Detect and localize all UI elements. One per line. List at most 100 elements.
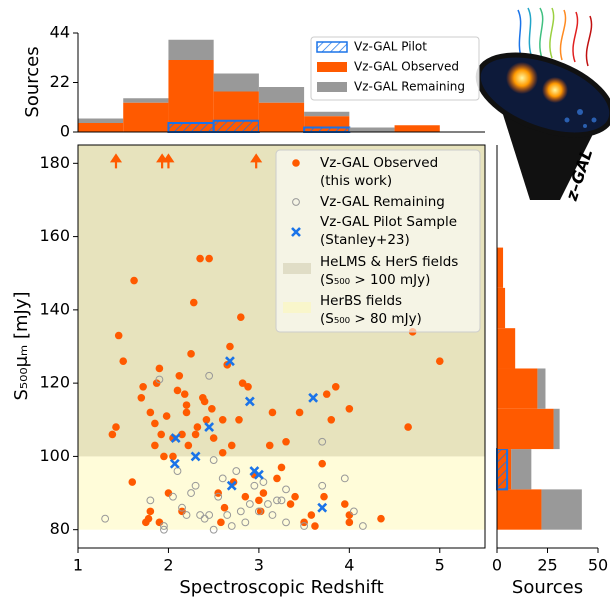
legend-label: HerBS fields <box>320 293 402 309</box>
y-tick-label: 22 <box>50 72 70 91</box>
y-tick-label: 100 <box>39 446 70 465</box>
point <box>155 375 164 384</box>
point <box>404 423 412 431</box>
point <box>300 522 309 530</box>
point <box>327 415 336 424</box>
point <box>169 452 177 461</box>
x-tick-label: 25 <box>537 556 557 575</box>
bar <box>496 448 509 491</box>
legend-label: (S₅₀₀ > 80 mJy) <box>320 311 422 327</box>
point <box>331 383 340 391</box>
legend-swatch <box>317 62 347 72</box>
bar <box>349 127 395 132</box>
point <box>200 397 209 406</box>
point <box>155 518 164 527</box>
point <box>218 448 227 457</box>
point <box>108 430 117 439</box>
upper-limit-arrow <box>156 153 169 169</box>
legend-marker <box>291 227 301 237</box>
y-axis-label: S₅₀₀μₘ [mJy] <box>11 291 32 400</box>
legend-box <box>310 36 480 101</box>
bar <box>497 247 504 288</box>
point <box>169 458 180 469</box>
point <box>349 507 358 516</box>
point <box>317 502 328 513</box>
point <box>180 390 189 398</box>
point <box>160 452 168 461</box>
bar <box>511 449 532 490</box>
y-tick-label: 180 <box>39 153 70 172</box>
point <box>169 492 177 501</box>
bar <box>258 102 305 132</box>
legend-label: Vz-GAL Remaining <box>354 80 465 94</box>
point <box>214 492 223 501</box>
y-axis-label: Sources <box>22 46 43 117</box>
legend-swatch <box>283 302 311 313</box>
legend-label: Vz-GAL Remaining <box>320 194 445 210</box>
point <box>144 514 153 523</box>
bar <box>497 408 554 450</box>
point <box>268 511 277 519</box>
plot-frame <box>77 144 486 549</box>
bar <box>537 368 546 409</box>
legend-swatch <box>316 41 348 53</box>
point <box>268 408 277 417</box>
bar <box>497 368 538 409</box>
point <box>277 463 286 472</box>
point <box>193 423 202 431</box>
bar <box>304 111 350 117</box>
x-tick-label: 3 <box>254 556 264 575</box>
x-tick-label: 1 <box>73 556 83 575</box>
point <box>205 371 214 380</box>
point <box>226 480 237 491</box>
bar <box>78 123 124 132</box>
point <box>377 514 385 523</box>
point <box>273 474 281 483</box>
point <box>209 456 218 464</box>
point <box>220 503 229 512</box>
legend-label: Vz-GAL Observed <box>354 60 459 74</box>
legend-marker <box>292 198 300 206</box>
point <box>114 331 123 340</box>
point <box>250 481 259 490</box>
bar <box>213 73 259 92</box>
bar <box>167 122 215 133</box>
point <box>226 342 234 351</box>
point <box>146 496 155 505</box>
point <box>191 481 200 490</box>
point <box>318 437 327 446</box>
point <box>318 481 327 490</box>
point <box>286 500 295 508</box>
point <box>253 469 264 480</box>
point <box>345 511 354 519</box>
bar <box>168 39 214 60</box>
point <box>277 496 286 505</box>
x-tick-label: 4 <box>344 556 354 575</box>
point <box>182 511 191 519</box>
x-tick-label: 50 <box>588 556 608 575</box>
bar <box>541 489 582 530</box>
point <box>282 485 290 494</box>
point <box>209 525 218 534</box>
point <box>202 415 211 424</box>
point <box>152 379 161 387</box>
point <box>204 422 215 433</box>
point <box>187 350 195 358</box>
y-tick-label: 160 <box>39 226 70 245</box>
point <box>235 415 243 424</box>
bar <box>123 102 169 132</box>
point <box>184 441 193 450</box>
point <box>170 433 181 444</box>
point <box>295 408 304 417</box>
point <box>264 500 272 508</box>
point <box>236 507 245 516</box>
bar <box>212 119 260 133</box>
legend-marker <box>292 159 300 167</box>
point <box>227 441 236 450</box>
bar <box>497 328 516 369</box>
point <box>182 408 191 417</box>
point <box>359 522 367 530</box>
point <box>155 364 164 373</box>
point <box>187 489 195 497</box>
